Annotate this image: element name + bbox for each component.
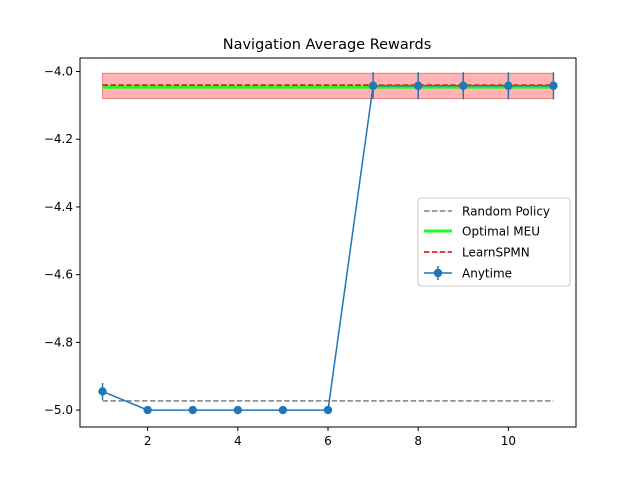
x-tick-label: 8	[414, 434, 422, 448]
anytime-point	[368, 81, 378, 90]
anytime-point	[549, 81, 558, 90]
anytime-point	[323, 405, 333, 415]
y-tick-label: −5.0	[44, 403, 73, 417]
chart-title: Navigation Average Rewards	[223, 37, 432, 53]
series-layer	[98, 72, 558, 415]
legend-anytime-label: Anytime	[462, 267, 512, 281]
anytime-point	[504, 81, 513, 90]
legend-box	[417, 197, 571, 287]
y-tick-label: −4.2	[44, 132, 73, 146]
legend-random-policy-label: Random Policy	[462, 205, 550, 219]
anytime-point	[278, 405, 288, 415]
anytime-point	[233, 405, 243, 415]
anytime-point	[459, 81, 468, 90]
axes: 2 4 6 8 10 −5.0 −4.8 −4.6 −4.4 −4.2 −4.0	[44, 65, 516, 448]
x-tick-label: 4	[234, 434, 242, 448]
y-tick-label: −4.0	[44, 65, 73, 79]
legend-anytime-marker	[433, 268, 443, 278]
anytime-point	[413, 81, 423, 90]
anytime-point	[98, 387, 107, 396]
y-tick-label: −4.4	[44, 200, 73, 214]
x-tick-label: 10	[501, 434, 516, 448]
y-tick-label: −4.6	[44, 268, 73, 282]
legend-optimal-meu-label: Optimal MEU	[462, 225, 540, 239]
y-tick-label: −4.8	[44, 335, 73, 349]
anytime-point	[188, 405, 197, 415]
legend: Random Policy Optimal MEU LearnSPMN Anytime	[417, 197, 571, 287]
legend-learnspmn-label: LearnSPMN	[462, 246, 530, 260]
x-tick-label: 6	[324, 434, 332, 448]
anytime-point	[143, 405, 152, 415]
x-tick-label: 2	[144, 434, 152, 448]
